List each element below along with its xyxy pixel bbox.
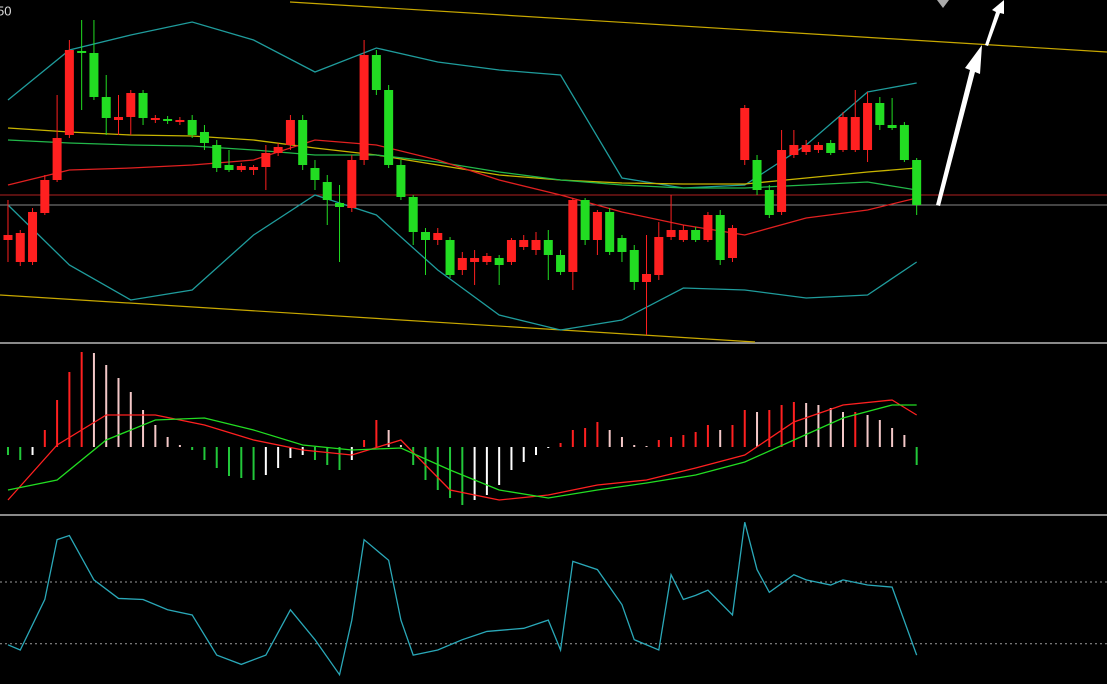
candle-body (163, 119, 173, 121)
candle-body (310, 168, 320, 180)
candle-body (642, 274, 652, 282)
candle-body (187, 120, 197, 135)
oscillator-line (7, 521, 918, 677)
candle-body (826, 143, 836, 153)
candle-body (556, 255, 566, 272)
candle-body (703, 215, 713, 240)
candle-body (838, 117, 848, 150)
overlay-line (7, 194, 918, 331)
candle-body (138, 93, 148, 118)
candle-body (420, 232, 430, 240)
candle-body (77, 51, 87, 53)
candle-body (789, 145, 799, 155)
candle-body (40, 180, 50, 213)
candle-body (236, 166, 246, 170)
candle-body (89, 53, 99, 97)
trend-line (289, 1, 1107, 53)
candle-body (457, 258, 467, 270)
candle-body (224, 165, 234, 170)
candle-body (482, 256, 492, 262)
candle-body (887, 125, 897, 128)
candle-body (850, 117, 860, 150)
candle-body (691, 230, 701, 240)
arrow (985, 0, 1004, 46)
candle-body (863, 103, 873, 150)
candle-body (371, 55, 381, 90)
candle-body (52, 138, 62, 180)
candle-body (629, 250, 639, 282)
candle-body (273, 147, 283, 153)
candle-body (605, 212, 615, 252)
candle-body (64, 50, 74, 135)
candle-body (396, 165, 406, 197)
overlay-line (7, 139, 917, 236)
arrow (936, 45, 982, 206)
candle-body (494, 258, 504, 265)
candle-body (470, 258, 480, 262)
macd-line (7, 404, 917, 499)
candle-body (445, 240, 455, 275)
candle-body (777, 150, 787, 212)
candle-body (752, 160, 762, 190)
candle-body (433, 233, 443, 240)
candle-body (249, 167, 259, 170)
candle-body (347, 160, 357, 208)
candle-body (335, 203, 345, 207)
candle-body (666, 230, 676, 237)
candle-body (150, 118, 160, 120)
candle-body (113, 117, 123, 120)
candle-body (727, 228, 737, 258)
candle-body (15, 233, 25, 262)
candle-body (384, 90, 394, 165)
candle-body (175, 120, 185, 122)
candle-body (408, 197, 418, 232)
trend-line (0, 294, 756, 343)
candle-body (126, 93, 136, 117)
candle-body (592, 212, 602, 240)
candle-body (101, 97, 111, 118)
candle-body (568, 200, 578, 272)
candle-body (813, 145, 823, 150)
candle-body (617, 238, 627, 252)
candle-body (212, 145, 222, 168)
candle-body (543, 240, 553, 255)
candle-body (322, 182, 332, 200)
candle-body (899, 125, 909, 160)
candle-body (764, 190, 774, 215)
candle-body (678, 230, 688, 240)
candle-body (3, 235, 13, 240)
candle-body (715, 215, 725, 260)
candle-body (199, 132, 209, 143)
corner-label: 50 (0, 3, 11, 18)
candle-body (875, 103, 885, 125)
candle-body (506, 240, 516, 262)
overlay-line (7, 139, 917, 191)
candle-body (285, 120, 295, 145)
candle-body (912, 160, 922, 205)
overlay-line (7, 21, 917, 189)
candle-body (261, 153, 271, 167)
candle-body (801, 145, 811, 152)
candle-body (654, 237, 664, 275)
candle-body (298, 120, 308, 165)
candle-body (359, 55, 369, 160)
macd-line (7, 399, 918, 501)
marker (937, 0, 949, 8)
candle-body (580, 200, 590, 240)
candle-body (519, 240, 529, 247)
candle-body (28, 212, 38, 262)
candle-body (740, 108, 750, 160)
candle-body (531, 240, 541, 250)
